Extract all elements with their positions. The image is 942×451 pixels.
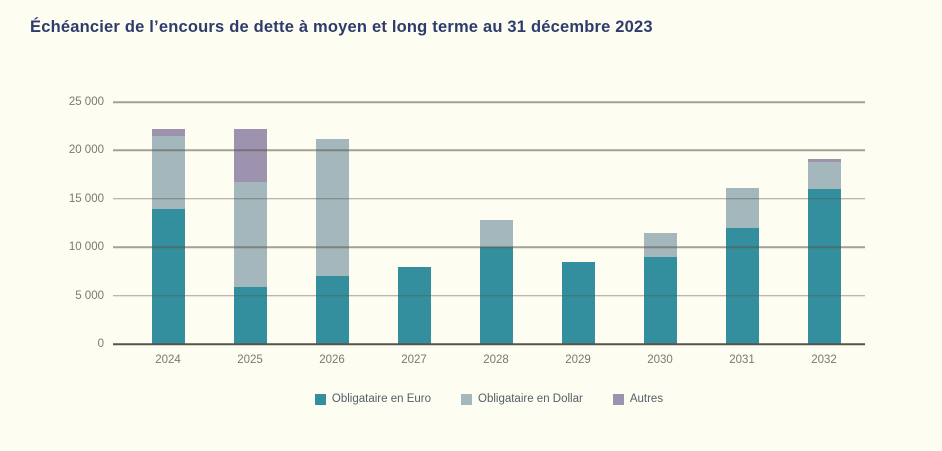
- bar-band: 2024 2025 2026 2027 2028 2029 2030 2031 2032: [127, 102, 865, 366]
- legend-swatch-euro-icon: [314, 393, 326, 405]
- legend-label-euro: Obligataire en Euro: [331, 393, 431, 405]
- bar-segment: [315, 276, 349, 344]
- bar-stack-2031: [725, 188, 759, 344]
- bar-segment: [233, 286, 267, 344]
- bar-segment: [151, 135, 185, 210]
- bar-slot-2031: 2031: [701, 102, 783, 366]
- x-axis-line: [113, 343, 865, 345]
- y-tick-label: 20 000: [68, 144, 104, 157]
- bar-slot-2032: 2032: [783, 102, 865, 366]
- bar-slot-2029: 2029: [537, 102, 619, 366]
- bar-segment: [725, 227, 759, 344]
- chart-title: Échéancier de l’encours de dette à moyen…: [30, 18, 653, 36]
- gridline: [113, 149, 865, 152]
- gridline: [113, 101, 865, 103]
- bar-stack-2030: [643, 232, 677, 344]
- plot-area: 2024 2025 2026 2027 2028 2029 2030 2031 2032 0 5 …: [69, 96, 865, 366]
- x-tick-label: 2028: [483, 354, 509, 366]
- bar-slot-2025: 2025: [209, 102, 291, 366]
- bar-stack-2026: [315, 138, 349, 344]
- y-tick-label: 25 000: [68, 96, 104, 108]
- bar-slot-2024: 2024: [127, 102, 209, 366]
- x-tick-label: 2024: [155, 354, 181, 366]
- bar-slot-2026: 2026: [291, 102, 373, 366]
- y-tick-label: 15 000: [68, 192, 104, 205]
- bar-segment: [807, 162, 841, 190]
- gridline: [113, 294, 865, 297]
- x-tick-label: 2031: [729, 354, 755, 366]
- legend-item-autres: Autres: [612, 393, 664, 405]
- bar-segment: [643, 256, 677, 344]
- legend-item-obligataire-dollar: Obligataire en Dollar: [461, 393, 583, 405]
- bar-segment: [479, 220, 513, 248]
- y-tick-label: 0: [97, 338, 104, 350]
- bar-slot-2027: 2027: [373, 102, 455, 366]
- x-tick-label: 2027: [401, 354, 427, 366]
- bar-segment: [315, 138, 349, 277]
- bar-stack-2027: [397, 266, 431, 344]
- bar-segment: [807, 189, 841, 344]
- legend-label-autres: Autres: [629, 393, 664, 405]
- bar-stack-2029: [561, 261, 595, 344]
- x-tick-label: 2032: [811, 354, 837, 366]
- bar-stack-2024: [151, 129, 185, 344]
- legend-label-dollar: Obligataire en Dollar: [478, 393, 583, 405]
- y-tick-label: 10 000: [68, 241, 104, 254]
- bar-segment: [151, 129, 185, 136]
- bar-segment: [151, 209, 185, 344]
- y-tick-label: 5 000: [75, 289, 104, 302]
- x-tick-label: 2029: [565, 354, 591, 366]
- bar-segment: [725, 188, 759, 228]
- bar-segment: [233, 182, 267, 287]
- x-tick-label: 2025: [237, 354, 263, 366]
- bar-segment: [561, 261, 595, 344]
- bar-segment: [397, 266, 431, 344]
- bar-stack-2028: [479, 220, 513, 344]
- bar-stack-2032: [807, 159, 841, 344]
- bar-slot-2028: 2028: [455, 102, 537, 366]
- x-tick-label: 2026: [319, 354, 345, 366]
- chart-legend: Obligataire en Euro Obligataire en Dolla…: [113, 393, 865, 405]
- legend-item-obligataire-euro: Obligataire en Euro: [314, 393, 431, 405]
- legend-swatch-autres-icon: [612, 393, 624, 405]
- bar-slot-2030: 2030: [619, 102, 701, 366]
- x-tick-label: 2030: [647, 354, 673, 366]
- legend-swatch-dollar-icon: [461, 393, 472, 405]
- bar-segment: [233, 129, 267, 183]
- bar-stack-2025: [233, 129, 267, 344]
- bar-segment: [643, 232, 677, 257]
- gridline: [113, 198, 865, 200]
- bar-segment: [807, 159, 841, 163]
- gridline: [113, 246, 865, 248]
